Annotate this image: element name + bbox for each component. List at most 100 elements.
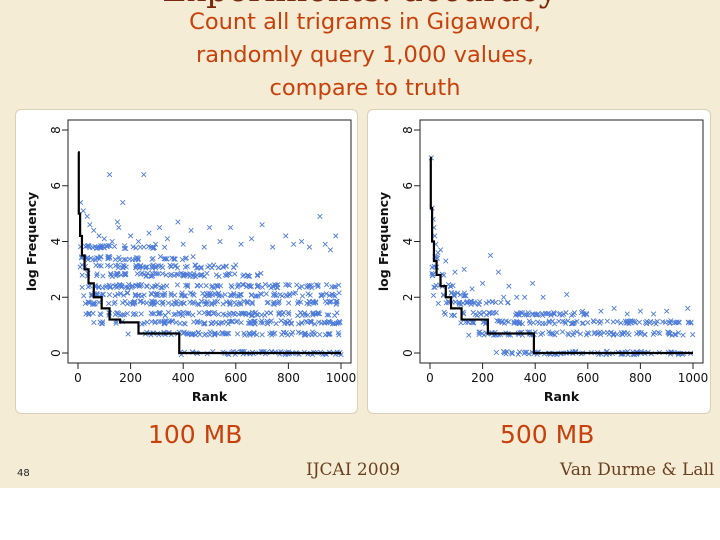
- estimate-marker: [168, 271, 175, 277]
- estimate-marker: [215, 264, 222, 271]
- estimate-marker: [331, 284, 337, 290]
- x-tick-label: 200: [471, 371, 494, 385]
- estimate-marker: [193, 265, 200, 271]
- estimate-marker: [324, 312, 330, 318]
- estimate-marker: [212, 330, 218, 336]
- estimate-marker: [98, 312, 104, 318]
- estimate-marker: [205, 264, 211, 270]
- estimate-marker: [195, 330, 201, 336]
- estimate-marker: [268, 310, 274, 316]
- estimate-marker: [195, 283, 201, 289]
- estimate-marker: [165, 309, 172, 315]
- estimate-marker: [144, 283, 150, 289]
- estimate-marker: [146, 230, 152, 236]
- y-tick-label: 6: [401, 182, 415, 190]
- estimate-marker: [188, 332, 194, 338]
- estimate-marker: [130, 312, 136, 318]
- estimate-marker: [220, 301, 226, 307]
- estimate-marker: [201, 299, 208, 305]
- estimate-marker: [562, 320, 569, 326]
- estimate-marker: [539, 310, 545, 317]
- estimate-marker: [223, 299, 230, 305]
- estimate-marker: [437, 247, 444, 253]
- estimate-marker: [263, 291, 269, 297]
- estimate-marker: [271, 299, 277, 305]
- estimate-marker: [231, 299, 237, 306]
- estimate-marker: [92, 257, 98, 263]
- estimate-marker: [167, 318, 173, 324]
- estimate-marker: [240, 281, 246, 288]
- estimate-marker: [192, 300, 198, 306]
- estimate-marker: [665, 319, 672, 325]
- estimate-marker: [671, 319, 678, 326]
- estimate-marker: [311, 330, 317, 336]
- estimate-marker: [156, 309, 163, 316]
- estimate-marker: [299, 293, 306, 299]
- estimate-marker: [315, 284, 321, 290]
- estimate-marker: [515, 351, 521, 358]
- estimate-marker: [137, 298, 143, 304]
- estimate-marker: [542, 321, 548, 327]
- slide-subtitle: Count all trigrams in Gigaword, randomly…: [130, 6, 600, 105]
- estimate-marker: [325, 331, 331, 338]
- estimate-marker: [322, 241, 328, 247]
- estimate-marker: [241, 330, 247, 336]
- estimate-marker: [98, 254, 104, 260]
- estimate-marker: [283, 282, 289, 288]
- estimate-marker: [185, 311, 191, 317]
- estimate-marker: [538, 331, 544, 338]
- estimate-marker: [184, 330, 190, 336]
- estimate-marker: [680, 332, 686, 338]
- estimate-marker: [243, 312, 249, 318]
- estimate-marker: [141, 171, 147, 178]
- estimate-marker: [522, 294, 528, 300]
- estimate-marker: [249, 301, 255, 307]
- estimate-marker: [647, 320, 653, 326]
- estimate-marker: [234, 284, 241, 290]
- estimate-marker: [130, 301, 136, 307]
- estimate-marker: [180, 300, 187, 306]
- estimate-marker: [287, 318, 293, 324]
- estimate-marker: [581, 311, 587, 317]
- y-tick-label: 2: [49, 293, 63, 301]
- estimate-marker: [85, 284, 91, 290]
- estimate-marker: [655, 329, 661, 336]
- estimate-marker: [283, 233, 289, 239]
- estimate-marker: [156, 224, 163, 231]
- estimate-marker: [240, 273, 246, 279]
- estimate-marker: [301, 332, 308, 338]
- estimate-marker: [198, 265, 204, 271]
- estimate-marker: [135, 238, 142, 245]
- estimate-marker: [248, 236, 255, 242]
- estimate-marker: [154, 290, 161, 297]
- estimate-marker: [666, 330, 672, 337]
- estimate-marker: [195, 301, 201, 307]
- estimate-marker: [187, 271, 193, 277]
- estimate-marker: [108, 272, 114, 278]
- estimate-marker: [154, 271, 160, 277]
- y-axis-title: log Frequency: [24, 192, 39, 291]
- estimate-marker: [237, 299, 243, 306]
- estimate-marker: [501, 294, 507, 300]
- estimate-marker: [206, 224, 213, 231]
- estimate-marker: [203, 282, 209, 289]
- estimate-marker: [229, 284, 235, 290]
- estimate-marker: [597, 329, 603, 335]
- estimate-marker: [487, 252, 494, 259]
- truth-line: [77, 151, 341, 355]
- estimate-marker: [282, 318, 288, 325]
- estimate-marker: [322, 320, 328, 326]
- estimate-marker: [160, 299, 166, 305]
- estimate-marker: [107, 283, 114, 290]
- estimate-marker: [124, 310, 130, 317]
- estimate-marker: [673, 331, 679, 338]
- estimate-marker: [238, 241, 244, 247]
- estimate-marker: [636, 319, 643, 325]
- estimate-marker: [254, 283, 261, 289]
- estimate-marker: [272, 330, 278, 336]
- estimate-marker: [180, 309, 187, 315]
- estimate-marker: [190, 253, 196, 260]
- subtitle-line-3: compare to truth: [269, 75, 461, 101]
- estimate-marker: [456, 301, 462, 307]
- estimate-marker: [201, 244, 207, 250]
